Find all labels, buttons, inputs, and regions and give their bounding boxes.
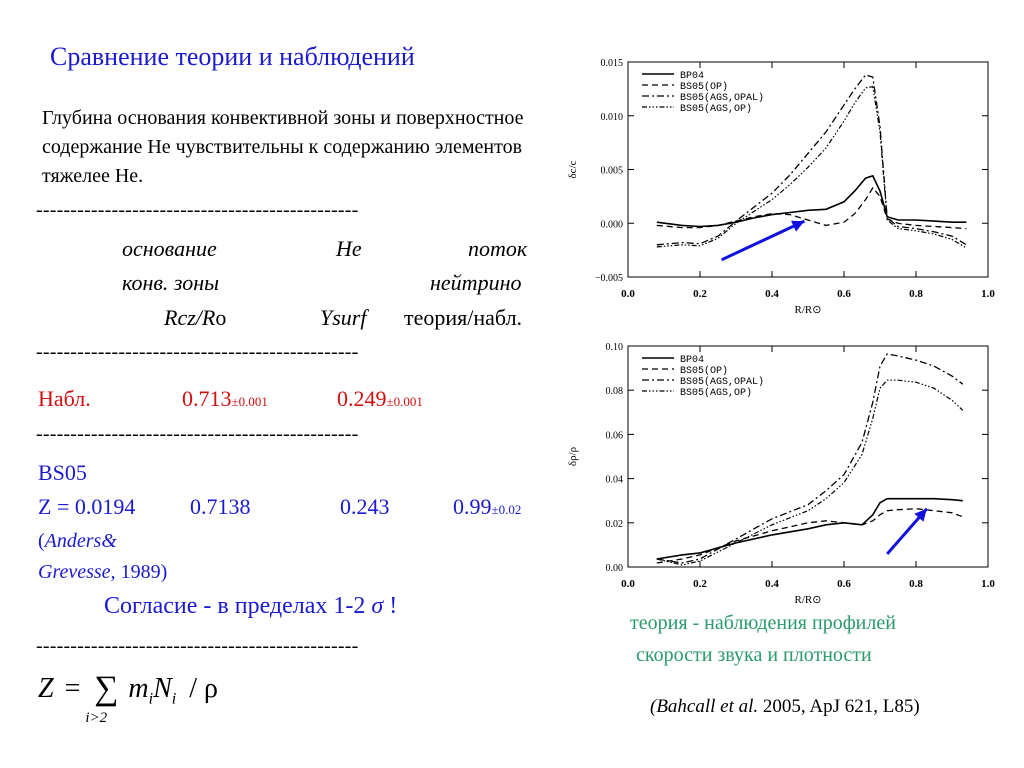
obs-label: Набл. bbox=[38, 386, 91, 411]
separator-4: ----------------------------------------… bbox=[36, 635, 359, 657]
model-name: BS05 bbox=[38, 460, 87, 485]
density-chart: 0.0 0.2 0.4 0.6 0.8 1.0 0.00 0.02 0.04 0.06 0.08 0.… bbox=[567, 342, 995, 606]
y-tick-label: 0.00 bbox=[606, 563, 624, 574]
x-axis-label: R/R⊙ bbox=[795, 304, 822, 316]
sound-speed-chart: 0.0 0.2 0.4 0.6 0.8 1.0 −0.005 0.000 0.005 0.010 0… bbox=[567, 58, 995, 316]
y-tick-label: 0.08 bbox=[606, 386, 624, 397]
x-tick-label: 0.2 bbox=[693, 578, 707, 590]
y-tick-label: 0.10 bbox=[606, 342, 624, 353]
highlight-arrowhead bbox=[790, 220, 805, 232]
x-tick-label: 0.2 bbox=[693, 288, 707, 300]
x-tick-label: 0.4 bbox=[765, 578, 779, 590]
separator-3: ----------------------------------------… bbox=[36, 423, 359, 445]
y-tick-label: −0.005 bbox=[595, 273, 623, 284]
formula-eq: = bbox=[64, 673, 81, 704]
legend-label: BP04 bbox=[680, 71, 704, 82]
series-line-3 bbox=[656, 353, 964, 564]
highlight-arrow bbox=[720, 219, 806, 262]
y-tick-label: 0.005 bbox=[601, 166, 624, 177]
legend-label: BS05(AGS,OPAL) bbox=[680, 92, 764, 104]
header-ysurf: Ysurf bbox=[320, 305, 367, 330]
legend-label: BP04 bbox=[680, 355, 704, 366]
x-tick-label: 0.0 bbox=[621, 578, 635, 590]
series-line-3 bbox=[656, 74, 967, 246]
legend-label: BS05(AGS,OPAL) bbox=[680, 376, 764, 388]
y-tick-label: 0.000 bbox=[601, 219, 624, 230]
agreement-text: Согласие - в пределах 1-2 σ ! bbox=[104, 593, 398, 619]
series-line-2 bbox=[656, 186, 967, 230]
legend-label: BS05(OP) bbox=[680, 81, 728, 93]
model-ysurf: 0.243 bbox=[340, 494, 390, 519]
y-tick-label: 0.015 bbox=[601, 58, 624, 69]
model-reference-line1: (Anders& bbox=[38, 530, 117, 552]
header-rcz-line3: Rcz/Ro bbox=[164, 305, 227, 330]
x-tick-label: 0.8 bbox=[909, 288, 923, 300]
sum-symbol: ∑ i>2 bbox=[85, 670, 119, 726]
plot-frame bbox=[627, 345, 989, 568]
header-rcz-line2: конв. зоны bbox=[122, 270, 220, 295]
x-tick-label: 0.0 bbox=[621, 288, 635, 300]
formula-lhs: Z bbox=[38, 673, 54, 704]
model-flux: 0.99±0.02 bbox=[453, 494, 522, 519]
obs-rcz: 0.713±0.001 bbox=[182, 386, 268, 411]
header-rcz-line1: основание bbox=[122, 236, 217, 261]
caption-line2: скорости звука и плотности bbox=[636, 644, 872, 666]
slide-title: Сравнение теории и наблюдений bbox=[50, 42, 415, 71]
y-tick-label: 0.04 bbox=[606, 475, 624, 486]
intro-text: Глубина основания конвективной зоны и по… bbox=[42, 107, 524, 187]
separator-2: ----------------------------------------… bbox=[36, 341, 359, 363]
model-reference-line2: Grevesse, 1989) bbox=[38, 561, 168, 583]
y-tick-label: 0.010 bbox=[601, 112, 624, 123]
caption-line1: теория - наблюдения профилей bbox=[630, 612, 896, 634]
legend-label: BS05(AGS,OP) bbox=[680, 103, 752, 115]
highlight-arrowhead bbox=[914, 508, 927, 522]
x-tick-label: 1.0 bbox=[981, 288, 995, 300]
x-tick-label: 0.6 bbox=[837, 578, 851, 590]
y-tick-label: 0.02 bbox=[606, 519, 624, 530]
formula: Z = ∑ i>2 miNi / ρ bbox=[38, 670, 218, 726]
x-axis-label: R/R⊙ bbox=[795, 594, 822, 606]
header-flux-line2: нейтрино bbox=[430, 270, 522, 295]
x-tick-label: 0.4 bbox=[765, 288, 779, 300]
series-line-4 bbox=[656, 379, 964, 566]
y-axis-label: δc/c bbox=[567, 160, 579, 178]
header-flux-line3: теория/набл. bbox=[404, 305, 523, 330]
sum-index: i>2 bbox=[85, 710, 108, 726]
legend-label: BS05(AGS,OP) bbox=[680, 387, 752, 399]
series-line-1 bbox=[656, 497, 963, 560]
x-tick-label: 0.8 bbox=[909, 578, 923, 590]
model-z: Z = 0.0194 bbox=[38, 494, 136, 519]
x-tick-label: 1.0 bbox=[981, 578, 995, 590]
obs-ysurf: 0.249±0.001 bbox=[337, 386, 423, 411]
citation: (Bahcall et al. 2005, ApJ 621, L85) bbox=[650, 696, 920, 717]
series-line-1 bbox=[656, 174, 967, 228]
model-rcz: 0.7138 bbox=[190, 494, 251, 519]
legend-label: BS05(OP) bbox=[680, 365, 728, 377]
y-axis-label: δρ/ρ bbox=[567, 446, 579, 466]
x-tick-label: 0.6 bbox=[837, 288, 851, 300]
series-line-4 bbox=[656, 86, 967, 249]
header-flux-line1: поток bbox=[468, 236, 528, 261]
series-line-2 bbox=[656, 508, 964, 564]
header-he-line1: He bbox=[336, 236, 362, 261]
y-tick-label: 0.06 bbox=[606, 430, 624, 441]
separator-1: ----------------------------------------… bbox=[36, 199, 359, 221]
